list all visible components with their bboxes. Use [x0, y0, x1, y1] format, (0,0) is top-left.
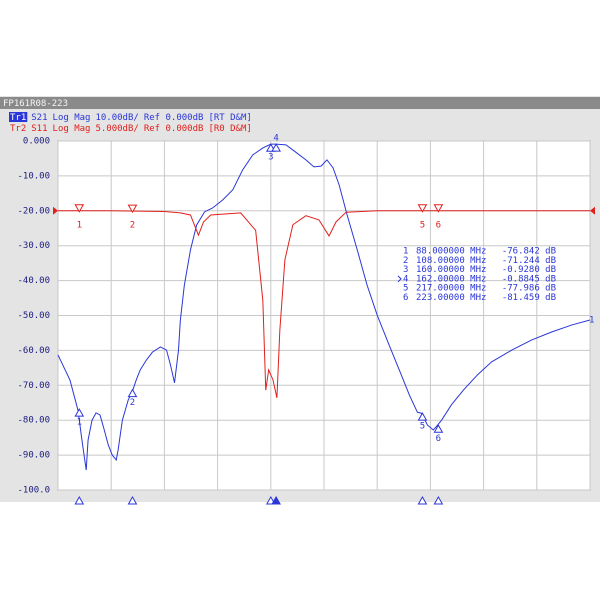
- marker-table-id: 5: [403, 284, 408, 294]
- y-tick-label: -50.00: [17, 311, 50, 321]
- marker-table-y: -0.9280 dB: [502, 265, 556, 275]
- marker-table-id: 3: [403, 265, 408, 275]
- trace-format: Log Mag: [53, 113, 91, 123]
- marker-table-x: 217.00000 MHz: [416, 284, 486, 294]
- marker-table-id: 2: [403, 256, 408, 266]
- marker-table-y: -0.8845 dB: [502, 274, 556, 284]
- marker-label: 3: [268, 153, 273, 163]
- trace-tag: [RT D&M]: [208, 113, 251, 123]
- marker-table-x: 108.00000 MHz: [416, 256, 486, 266]
- marker: [417, 412, 428, 421]
- trace-name: Tr2: [10, 124, 26, 134]
- marker-label: 6: [436, 220, 441, 230]
- trace-scale: 5.000dB/: [95, 124, 138, 134]
- marker-position: [433, 495, 444, 505]
- trace-name: Tr1: [10, 113, 26, 123]
- marker: [271, 143, 281, 152]
- ref-arrow: [53, 206, 58, 215]
- marker-position: [417, 495, 428, 505]
- trace-param: S21: [31, 113, 47, 123]
- marker-position: [127, 495, 138, 505]
- marker-table-x: 162.00000 MHz: [416, 274, 486, 284]
- trace-header: Tr1 S21 Log Mag 10.00dB/Ref 0.000dB [RT D&M]: [10, 113, 252, 123]
- marker-label: 1: [77, 220, 82, 230]
- y-tick-label: -80.00: [17, 416, 50, 426]
- marker-label: 2: [130, 398, 135, 408]
- marker: [74, 204, 85, 213]
- marker: [127, 204, 138, 214]
- marker: [74, 408, 85, 417]
- trace-header: Tr2 S11 Log Mag 5.000dB/Ref 0.000dB [R0 D&M]: [10, 124, 252, 134]
- marker-table-y: -71.244 dB: [502, 256, 556, 266]
- trace-param: S11: [31, 124, 47, 134]
- marker-label: 2: [130, 221, 135, 231]
- y-tick-label: 0.000: [23, 137, 50, 147]
- marker-table-y: -77.986 dB: [502, 284, 556, 294]
- window-title: FP161R08-223: [3, 99, 68, 109]
- title-bar: [0, 97, 600, 109]
- marker-table-x: 88.000000 MHz: [416, 247, 486, 257]
- active-marker-indicator: [397, 275, 402, 283]
- trace-format: Log Mag: [53, 124, 91, 134]
- marker-label: 5: [420, 422, 425, 432]
- trace-scale: 10.00dB/: [95, 113, 138, 123]
- marker-table-id: 1: [403, 247, 408, 257]
- marker: [433, 204, 444, 213]
- y-tick-label: -10.00: [17, 171, 50, 181]
- y-tick-label: -30.00: [17, 241, 50, 251]
- marker-table-id: 6: [403, 293, 408, 303]
- ref-arrow: [590, 206, 595, 215]
- y-tick-label: -90.00: [17, 451, 50, 461]
- marker-table-x: 223.00000 MHz: [416, 293, 486, 303]
- y-tick-label: -70.00: [17, 381, 50, 391]
- marker: [433, 424, 444, 433]
- marker-position: [74, 495, 85, 505]
- trace-line: [58, 210, 590, 398]
- y-tick-label: -20.00: [17, 206, 50, 216]
- trace-tag: [R0 D&M]: [208, 124, 251, 134]
- marker-label: 6: [436, 434, 441, 444]
- marker: [417, 204, 428, 213]
- trace-end-label: 1: [589, 316, 594, 326]
- marker: [127, 388, 138, 398]
- marker-table-x: 160.00000 MHz: [416, 265, 486, 275]
- marker-table-y: -76.842 dB: [502, 247, 556, 257]
- trace-ref: Ref 0.000dB: [144, 124, 204, 134]
- trace-line: [57, 143, 591, 471]
- marker-label: 5: [420, 220, 425, 230]
- marker-label: 4: [273, 134, 278, 144]
- trace-ref: Ref 0.000dB: [144, 113, 204, 123]
- y-tick-label: -100.0: [17, 486, 50, 496]
- marker-position: [271, 495, 281, 505]
- marker-table-y: -81.459 dB: [502, 293, 556, 303]
- y-tick-label: -60.00: [17, 346, 50, 356]
- marker-label: 1: [77, 418, 82, 428]
- active-trace-box: [9, 112, 28, 122]
- y-tick-label: -40.00: [17, 276, 50, 286]
- marker-table-id: 4: [403, 274, 408, 284]
